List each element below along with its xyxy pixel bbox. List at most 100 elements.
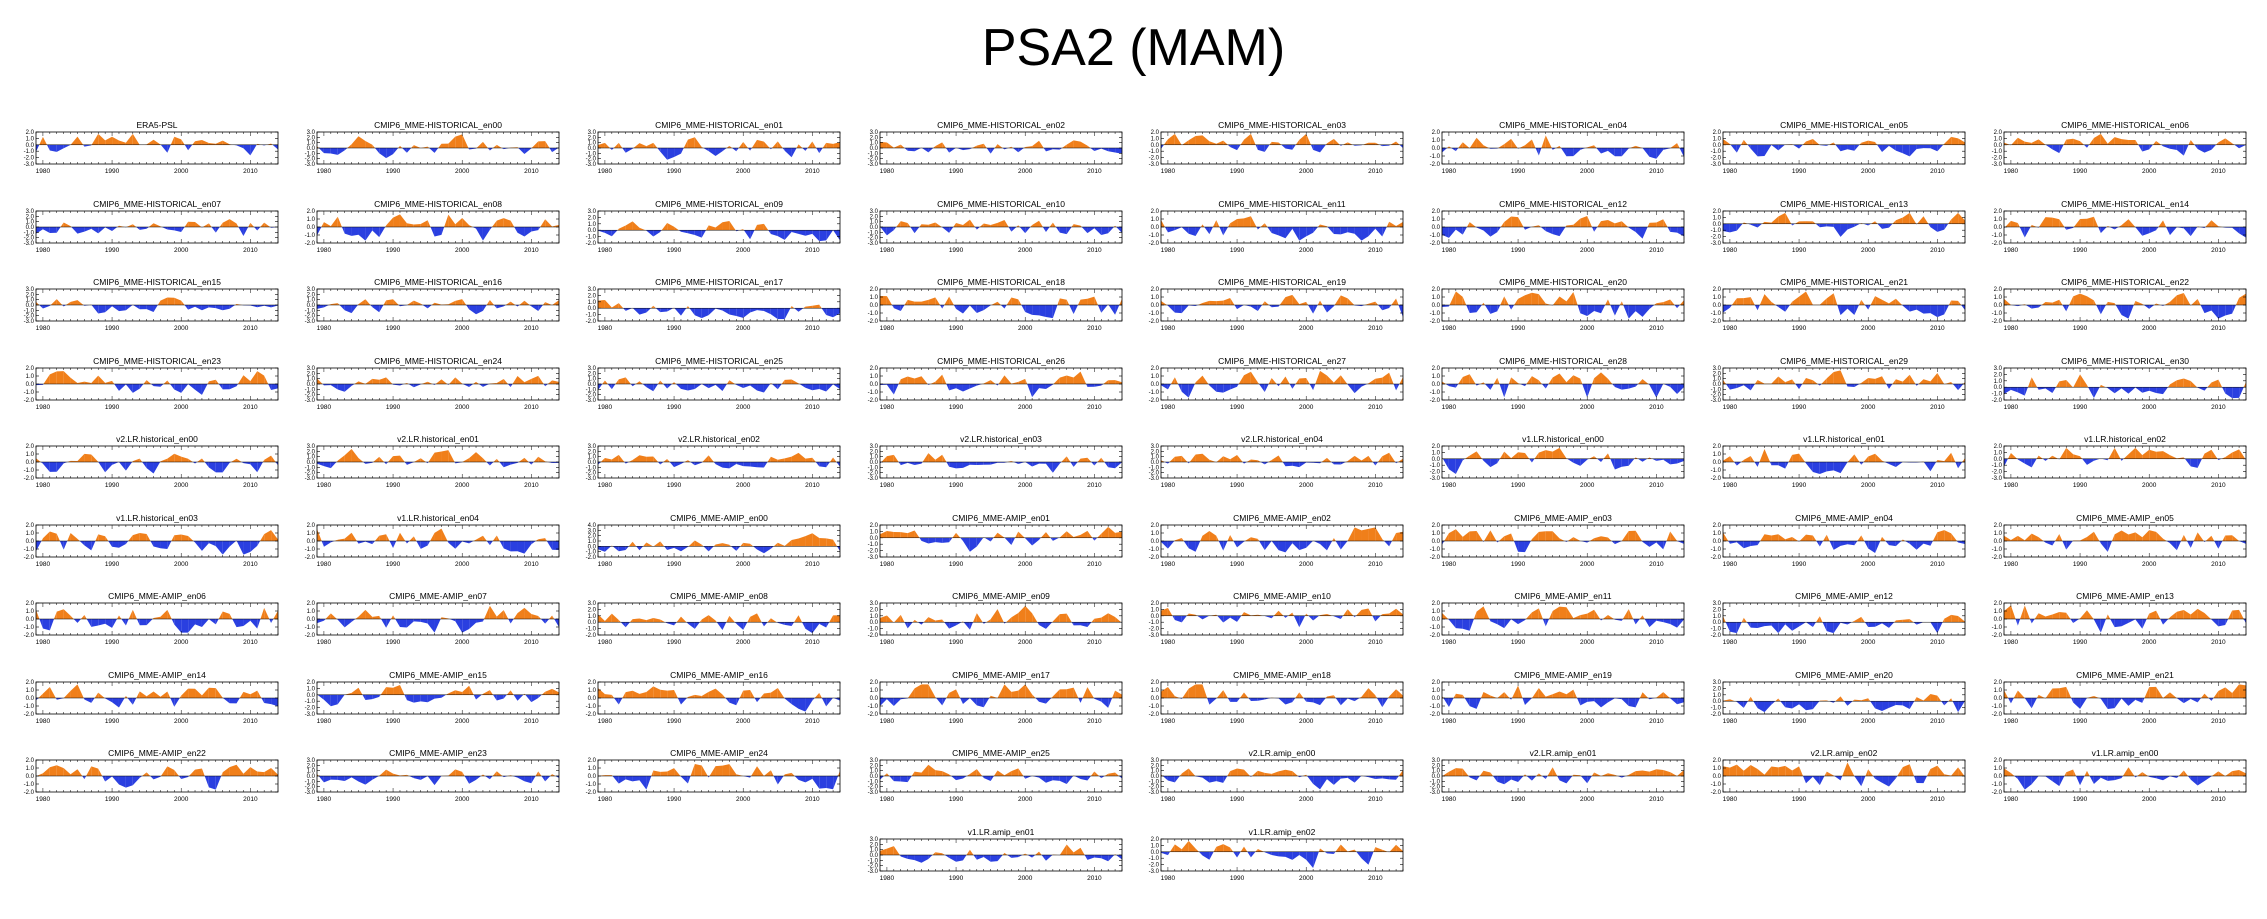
area-segment bbox=[1587, 145, 1595, 148]
x-tick-label: 2000 bbox=[1299, 404, 1314, 411]
area-segment bbox=[1775, 305, 1779, 308]
y-tick-label: 0.0 bbox=[26, 143, 35, 149]
y-tick-label: -2.0 bbox=[1149, 156, 1160, 162]
area-segment bbox=[222, 462, 230, 473]
y-tick-label: 1.0 bbox=[588, 376, 597, 382]
area-segment bbox=[1649, 383, 1657, 398]
area-segment bbox=[674, 226, 679, 230]
area-segment bbox=[757, 139, 764, 148]
panel: CMIP6_MME-HISTORICAL_en24 3.0 2.0 1.0 0.0 -1.… bbox=[281, 354, 563, 414]
x-tick-label: 1980 bbox=[1723, 325, 1738, 332]
y-tick-label: -2.0 bbox=[868, 157, 879, 163]
panel-chart: CMIP6_MME-HISTORICAL_en202.01.00.0-1.0-2… bbox=[1430, 277, 1685, 332]
area-segment bbox=[1799, 291, 1806, 305]
area-segment bbox=[1559, 145, 1561, 148]
area-segment bbox=[1264, 144, 1270, 152]
area-segment bbox=[1771, 144, 1779, 151]
panel-title: ERA5-PSL bbox=[136, 120, 177, 130]
area-segment bbox=[1480, 381, 1484, 384]
area-segment bbox=[1455, 148, 1459, 152]
x-tick-label: 1980 bbox=[1161, 168, 1176, 175]
area-segment bbox=[351, 448, 359, 462]
y-tick-label: 0.0 bbox=[307, 382, 316, 388]
area-segment bbox=[1895, 298, 1903, 305]
area-segment bbox=[1854, 305, 1859, 316]
area-segment bbox=[462, 458, 470, 462]
x-tick-label: 1980 bbox=[317, 168, 332, 175]
y-tick-label: 0.0 bbox=[870, 303, 879, 309]
area-segment bbox=[1227, 144, 1231, 147]
panel-chart: v2.LR.historical_en002.01.00.0-1.0-2.019… bbox=[24, 434, 279, 489]
area-segment bbox=[1596, 148, 1602, 154]
area-segment bbox=[2031, 224, 2037, 227]
area-segment bbox=[1340, 374, 1348, 384]
area-segment bbox=[1011, 146, 1013, 148]
y-tick-label: 2.0 bbox=[1432, 287, 1441, 293]
area-segment bbox=[1448, 305, 1450, 307]
area-segment bbox=[886, 226, 894, 235]
area-segment bbox=[441, 378, 448, 384]
area-segment bbox=[655, 308, 661, 313]
area-segment bbox=[2183, 293, 2191, 305]
area-segment bbox=[344, 448, 352, 462]
y-tick-label: 0.0 bbox=[1713, 382, 1722, 388]
area-segment bbox=[236, 223, 239, 227]
area-segment bbox=[2225, 305, 2233, 316]
area-segment bbox=[1230, 298, 1235, 305]
area-segment bbox=[1635, 226, 1643, 239]
x-tick-label: 1980 bbox=[1442, 168, 1457, 175]
area-segment bbox=[1462, 296, 1467, 305]
area-segment bbox=[1032, 220, 1040, 227]
area-segment bbox=[1059, 226, 1067, 234]
area-segment bbox=[1295, 139, 1300, 145]
area-segment bbox=[160, 383, 164, 387]
y-tick-label: -1.0 bbox=[1992, 233, 2003, 239]
panel: CMIP6_MME-HISTORICAL_en03 2.0 1.0 0.0 -1.0 -2… bbox=[1125, 118, 1407, 178]
area-segment bbox=[1951, 136, 1959, 145]
area-segment bbox=[1730, 144, 1737, 153]
x-tick-label: 1980 bbox=[2004, 404, 2019, 411]
area-segment bbox=[1362, 142, 1369, 145]
panel: CMIP6_MME-HISTORICAL_en30 3.0 2.0 1.0 0.0 -1.… bbox=[1968, 354, 2250, 414]
area-segment bbox=[798, 229, 806, 236]
y-tick-label: 2.0 bbox=[1151, 130, 1160, 136]
area-segment bbox=[91, 375, 99, 384]
area-segment bbox=[341, 226, 345, 234]
area-segment bbox=[667, 222, 675, 230]
x-tick-label: 2000 bbox=[174, 247, 189, 254]
area-segment bbox=[207, 380, 209, 384]
area-segment bbox=[112, 136, 119, 145]
area-segment bbox=[1230, 383, 1238, 390]
area-segment bbox=[118, 462, 126, 471]
area-segment bbox=[997, 144, 1003, 148]
area-segment bbox=[777, 141, 783, 148]
x-tick-label: 2010 bbox=[1368, 168, 1383, 175]
area-segment bbox=[406, 462, 414, 465]
area-segment bbox=[663, 383, 668, 388]
y-tick-label: -2.0 bbox=[305, 157, 316, 163]
y-tick-label: -2.0 bbox=[1430, 162, 1441, 168]
area-segment bbox=[430, 226, 435, 236]
panel-chart: CMIP6_MME-HISTORICAL_en122.01.00.0-1.0-2… bbox=[1430, 199, 1685, 254]
area-segment bbox=[962, 383, 970, 391]
area-segment bbox=[181, 456, 189, 462]
area-segment bbox=[794, 308, 799, 312]
panel-title: CMIP6_MME-HISTORICAL_en20 bbox=[1499, 277, 1627, 287]
area-segment bbox=[598, 142, 605, 148]
panel-chart: CMIP6_MME-HISTORICAL_en082.01.00.0-1.0-2… bbox=[305, 199, 560, 254]
area-segment bbox=[2239, 386, 2244, 398]
area-segment bbox=[547, 379, 553, 384]
y-tick-label: -3.0 bbox=[305, 162, 316, 168]
area-segment bbox=[386, 462, 389, 465]
area-segment bbox=[598, 229, 605, 233]
area-segment bbox=[1483, 145, 1489, 148]
y-tick-label: -1.0 bbox=[1992, 391, 2003, 397]
area-segment bbox=[1073, 223, 1081, 227]
area-segment bbox=[1674, 305, 1678, 309]
area-segment bbox=[1451, 148, 1456, 152]
area-segment bbox=[1757, 305, 1760, 311]
area-segment bbox=[330, 148, 338, 155]
area-segment bbox=[383, 300, 387, 305]
area-segment bbox=[1877, 223, 1883, 229]
area-segment bbox=[2225, 138, 2233, 145]
